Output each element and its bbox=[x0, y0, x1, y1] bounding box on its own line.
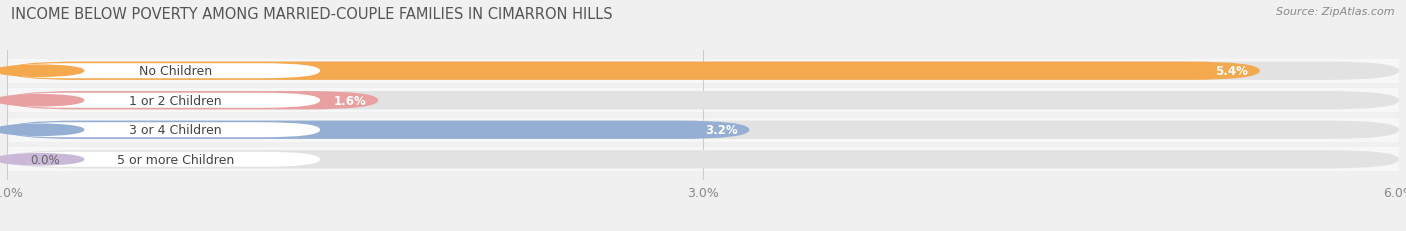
Text: 3.2%: 3.2% bbox=[706, 124, 738, 137]
FancyBboxPatch shape bbox=[7, 89, 1399, 112]
Circle shape bbox=[0, 154, 84, 165]
FancyBboxPatch shape bbox=[7, 92, 378, 110]
Circle shape bbox=[0, 125, 84, 136]
Text: INCOME BELOW POVERTY AMONG MARRIED-COUPLE FAMILIES IN CIMARRON HILLS: INCOME BELOW POVERTY AMONG MARRIED-COUPL… bbox=[11, 7, 613, 22]
Text: 1 or 2 Children: 1 or 2 Children bbox=[129, 94, 222, 107]
FancyBboxPatch shape bbox=[7, 123, 321, 138]
FancyBboxPatch shape bbox=[7, 150, 1399, 169]
FancyBboxPatch shape bbox=[7, 119, 1399, 142]
Text: No Children: No Children bbox=[139, 65, 212, 78]
FancyBboxPatch shape bbox=[7, 62, 1399, 81]
FancyBboxPatch shape bbox=[7, 121, 749, 139]
FancyBboxPatch shape bbox=[7, 121, 1399, 139]
FancyBboxPatch shape bbox=[7, 60, 1399, 83]
Circle shape bbox=[0, 95, 84, 106]
FancyBboxPatch shape bbox=[7, 92, 1399, 110]
Text: 5 or more Children: 5 or more Children bbox=[117, 153, 233, 166]
Text: 3 or 4 Children: 3 or 4 Children bbox=[129, 124, 222, 137]
Circle shape bbox=[0, 66, 84, 77]
FancyBboxPatch shape bbox=[7, 148, 1399, 171]
FancyBboxPatch shape bbox=[7, 152, 321, 167]
FancyBboxPatch shape bbox=[7, 62, 1260, 81]
Text: Source: ZipAtlas.com: Source: ZipAtlas.com bbox=[1277, 7, 1395, 17]
Text: 5.4%: 5.4% bbox=[1215, 65, 1249, 78]
FancyBboxPatch shape bbox=[7, 64, 321, 79]
Text: 0.0%: 0.0% bbox=[31, 153, 60, 166]
Text: 1.6%: 1.6% bbox=[333, 94, 367, 107]
FancyBboxPatch shape bbox=[7, 93, 321, 108]
